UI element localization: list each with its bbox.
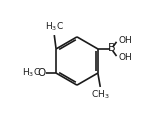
Text: H$_3$C: H$_3$C <box>22 67 41 79</box>
Text: CH$_3$: CH$_3$ <box>91 89 110 101</box>
Text: OH: OH <box>119 36 132 45</box>
Text: OH: OH <box>119 53 132 62</box>
Text: H$_3$C: H$_3$C <box>45 20 64 33</box>
Text: O: O <box>37 68 45 78</box>
Text: B: B <box>108 43 116 53</box>
